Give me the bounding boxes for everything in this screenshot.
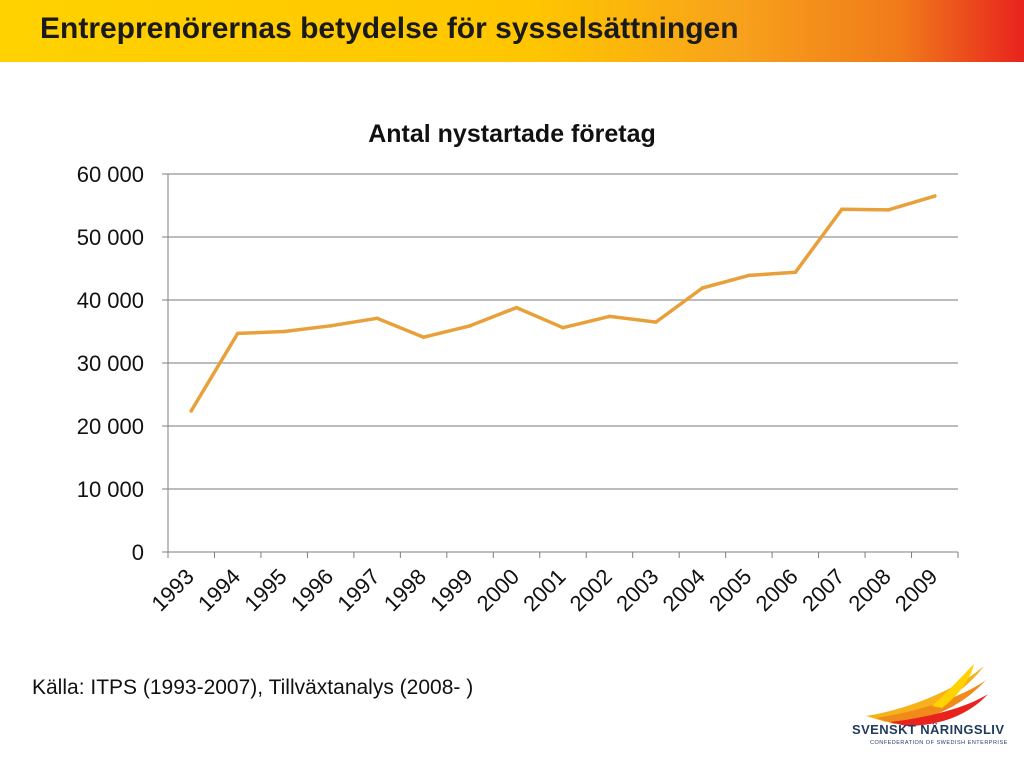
x-tick-label: 2007 xyxy=(797,564,849,616)
x-tick-label: 1996 xyxy=(286,564,338,616)
data-point xyxy=(189,409,194,413)
data-point xyxy=(514,305,519,310)
x-tick-label: 1997 xyxy=(332,564,384,616)
y-tick-label: 50 000 xyxy=(77,225,144,250)
y-tick-label: 10 000 xyxy=(77,477,144,502)
data-point xyxy=(747,273,751,278)
data-point xyxy=(561,325,565,330)
data-point xyxy=(840,207,844,212)
x-tick-label: 2003 xyxy=(611,564,663,616)
data-point xyxy=(654,320,658,324)
x-tick-label: 1994 xyxy=(193,564,245,616)
series-line xyxy=(189,194,937,413)
data-point xyxy=(235,331,240,336)
x-tick-label: 2004 xyxy=(658,564,710,616)
x-tick-label: 1995 xyxy=(239,564,291,616)
data-point xyxy=(421,335,426,339)
page-title: Entreprenörernas betydelse för sysselsät… xyxy=(40,12,739,45)
source-note: Källa: ITPS (1993-2007), Tillväxtanalys … xyxy=(32,676,474,699)
data-point xyxy=(607,314,612,319)
data-point xyxy=(886,208,891,212)
y-tick-label: 40 000 xyxy=(77,288,144,313)
y-tick-label: 20 000 xyxy=(77,414,144,439)
x-tick-label: 2006 xyxy=(751,564,803,616)
x-tick-label: 2002 xyxy=(565,564,617,616)
y-tick-label: 60 000 xyxy=(77,162,144,187)
x-tick-label: 2000 xyxy=(472,564,524,616)
data-point xyxy=(932,194,937,198)
data-point xyxy=(328,324,333,328)
x-tick-label: 1993 xyxy=(146,564,198,616)
x-tick-label: 1998 xyxy=(379,564,431,616)
data-point xyxy=(282,329,286,334)
data-point xyxy=(468,324,472,328)
y-tick-label: 0 xyxy=(132,540,144,565)
chart-title: Antal nystartade företag xyxy=(368,120,656,148)
logo-tagline: CONFEDERATION OF SWEDISH ENTERPRISE xyxy=(870,740,1008,746)
data-point xyxy=(375,316,379,321)
flame-wings-icon xyxy=(866,664,988,726)
x-tick-label: 2001 xyxy=(518,564,570,616)
data-point xyxy=(793,270,798,275)
header-bar xyxy=(0,0,1024,62)
data-point xyxy=(700,286,705,290)
logo-name: SVENSKT NÄRINGSLIV xyxy=(852,722,1005,737)
x-tick-label: 2009 xyxy=(890,564,942,616)
y-tick-label: 30 000 xyxy=(77,351,144,376)
x-tick-label: 2008 xyxy=(844,564,896,616)
x-tick-label: 1999 xyxy=(425,564,477,616)
x-tick-label: 2005 xyxy=(704,564,756,616)
